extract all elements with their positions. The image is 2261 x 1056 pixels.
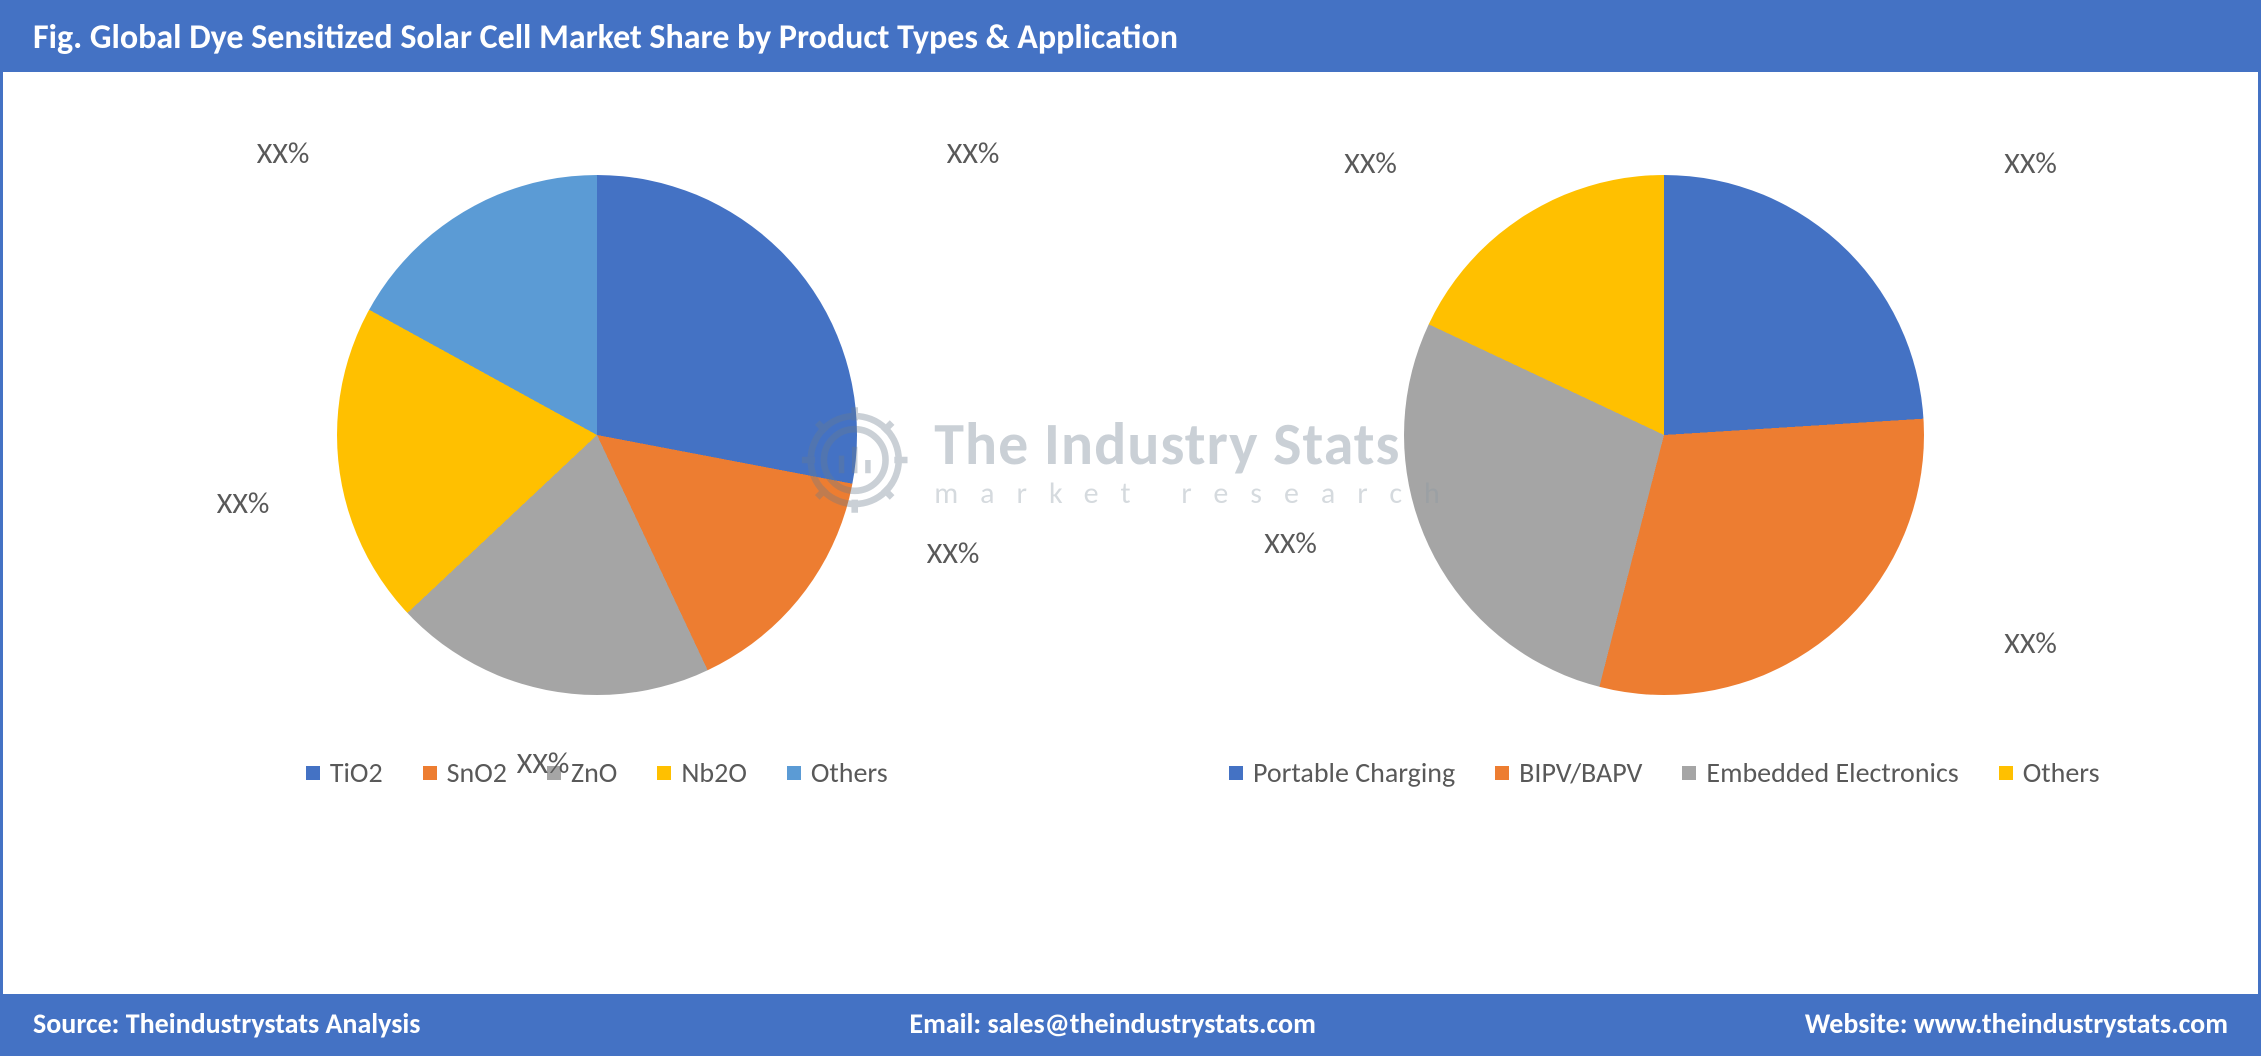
legend-label: Portable Charging xyxy=(1253,755,1455,790)
legend-swatch xyxy=(1999,766,2013,780)
footer-bar: Source: Theindustrystats Analysis Email:… xyxy=(3,991,2258,1053)
legend-label: Others xyxy=(811,755,888,790)
legend-item: Embedded Electronics xyxy=(1682,755,1958,790)
legend-label: SnO2 xyxy=(447,755,507,790)
slice-label: XX% xyxy=(1264,525,1317,562)
legend-item: Others xyxy=(1999,755,2100,790)
right-chart-column: XX%XX%XX%XX% Portable ChargingBIPV/BAPVE… xyxy=(1131,115,2199,971)
slice-label: XX% xyxy=(1344,145,1397,182)
legend-swatch xyxy=(1682,766,1696,780)
legend-label: Others xyxy=(2023,755,2100,790)
legend-label: TiO2 xyxy=(330,755,383,790)
footer-email: Email: sales@theindustrystats.com xyxy=(909,1006,1315,1041)
figure-container: Fig. Global Dye Sensitized Solar Cell Ma… xyxy=(0,0,2261,1056)
legend-label: Embedded Electronics xyxy=(1706,755,1958,790)
slice-label: XX% xyxy=(927,535,980,572)
left-chart-column: XX%XX%XX%XX%XX% TiO2SnO2ZnONb2OOthers xyxy=(63,115,1131,971)
legend-swatch xyxy=(1495,766,1509,780)
footer-website: Website: www.theindustrystats.com xyxy=(1805,1006,2228,1041)
left-pie-wrap: XX%XX%XX%XX%XX% xyxy=(337,175,857,695)
legend-swatch xyxy=(1229,766,1243,780)
footer-source: Source: Theindustrystats Analysis xyxy=(33,1006,420,1041)
slice-label: XX% xyxy=(2004,145,2057,182)
slice-label: XX% xyxy=(2004,625,2057,662)
legend-swatch xyxy=(306,766,320,780)
left-legend: TiO2 SnO2 ZnO Nb2O Others xyxy=(63,725,1131,810)
left-pie xyxy=(337,175,857,695)
slice-label: XX% xyxy=(257,135,310,172)
figure-title: Fig. Global Dye Sensitized Solar Cell Ma… xyxy=(3,3,2258,75)
right-pie xyxy=(1404,175,1924,695)
legend-label: Nb2O xyxy=(681,755,747,790)
legend-item: TiO2 xyxy=(306,755,383,790)
legend-swatch xyxy=(423,766,437,780)
legend-label: BIPV/BAPV xyxy=(1519,755,1642,790)
legend-item: Nb2O xyxy=(657,755,747,790)
legend-swatch xyxy=(657,766,671,780)
legend-swatch xyxy=(787,766,801,780)
legend-item: BIPV/BAPV xyxy=(1495,755,1642,790)
chart-area: XX%XX%XX%XX%XX% TiO2SnO2ZnONb2OOthers XX… xyxy=(3,75,2258,991)
right-legend: Portable Charging BIPV/BAPV Embedded Elect… xyxy=(1131,725,2199,810)
legend-item: SnO2 xyxy=(423,755,507,790)
legend-item: Portable Charging xyxy=(1229,755,1455,790)
legend-label: ZnO xyxy=(571,755,617,790)
slice-label: XX% xyxy=(947,135,1000,172)
slice-label: XX% xyxy=(217,485,270,522)
legend-item: Others xyxy=(787,755,888,790)
right-pie-wrap: XX%XX%XX%XX% xyxy=(1404,175,1924,695)
slice-label: XX% xyxy=(517,745,570,782)
